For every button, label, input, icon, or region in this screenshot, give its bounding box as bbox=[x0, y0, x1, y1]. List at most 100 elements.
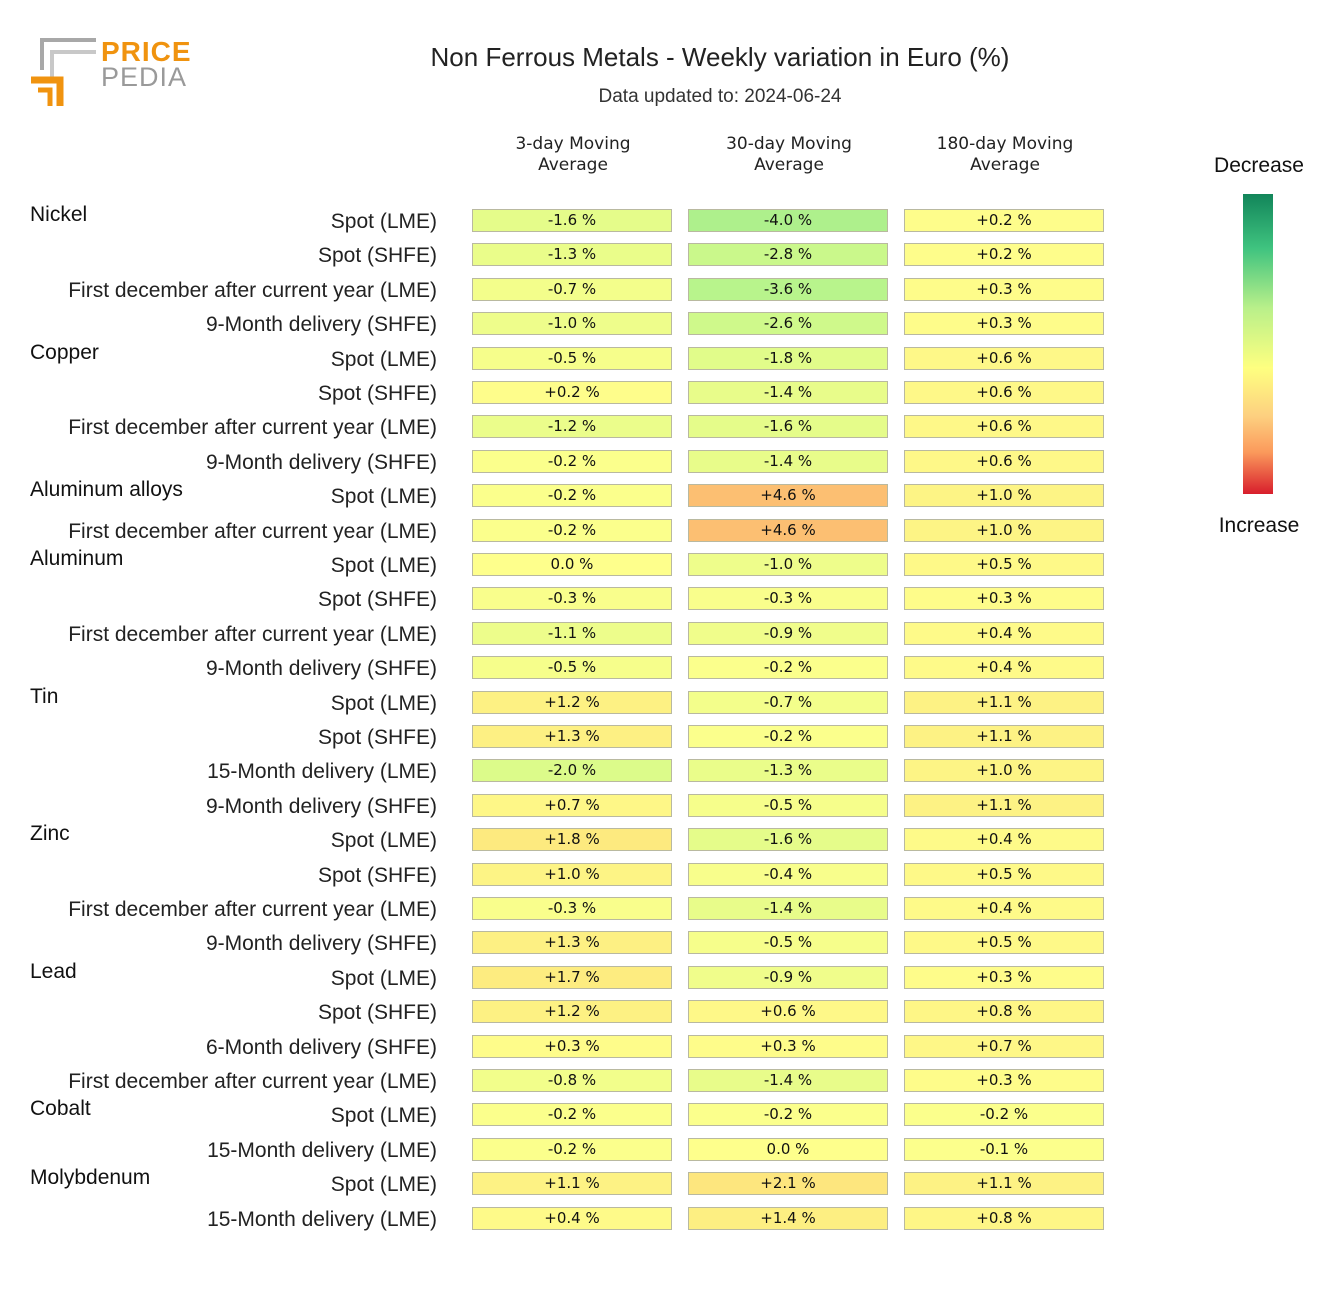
column-header-line: Average bbox=[970, 155, 1040, 175]
heatmap-cell: +1.1 % bbox=[904, 1172, 1104, 1196]
heatmap-cell: -1.4 % bbox=[688, 897, 888, 920]
heatmap-cell: -1.8 % bbox=[688, 346, 888, 370]
heatmap-cell: +0.3 % bbox=[904, 965, 1104, 989]
heatmap-cell: -0.2 % bbox=[472, 484, 672, 508]
heatmap-cell: -1.3 % bbox=[472, 243, 672, 267]
row-label: 15-Month delivery (LME) bbox=[207, 1138, 437, 1162]
heatmap-cell: +1.0 % bbox=[904, 518, 1104, 542]
heatmap-cell: -0.9 % bbox=[688, 965, 888, 989]
logo-line-pedia: PEDIA bbox=[101, 62, 188, 92]
heatmap-cell: +0.8 % bbox=[904, 1000, 1104, 1024]
heatmap-cell: +1.1 % bbox=[472, 1172, 672, 1196]
heatmap-cell: +0.6 % bbox=[904, 346, 1104, 370]
heatmap-cell: +0.5 % bbox=[904, 553, 1104, 576]
heatmap-cell: +4.6 % bbox=[688, 484, 888, 508]
row-label: Spot (LME) bbox=[330, 1173, 437, 1197]
heatmap-cell: -1.4 % bbox=[688, 449, 888, 473]
heatmap-cell: +1.0 % bbox=[472, 862, 672, 886]
heatmap-cell: +1.0 % bbox=[904, 759, 1104, 783]
row-label: Spot (SHFE) bbox=[317, 244, 437, 268]
row-label: Spot (LME) bbox=[330, 347, 437, 371]
heatmap-cell: -0.9 % bbox=[688, 621, 888, 645]
column-header-180day: 180-day Moving Average bbox=[904, 134, 1106, 176]
heatmap-cell: +1.1 % bbox=[904, 725, 1104, 748]
heatmap-cell: -0.2 % bbox=[472, 449, 672, 473]
logo-mark-icon bbox=[31, 38, 96, 106]
heatmap-cell: +1.1 % bbox=[904, 793, 1104, 817]
row-label: Spot (LME) bbox=[330, 829, 437, 853]
heatmap-cell: -0.7 % bbox=[472, 277, 672, 301]
heatmap-cell: +0.4 % bbox=[904, 621, 1104, 645]
group-label: Cobalt bbox=[30, 1097, 91, 1121]
row-label: Spot (LME) bbox=[330, 966, 437, 990]
row-label: 15-Month delivery (LME) bbox=[207, 760, 437, 784]
heatmap-cell: +0.3 % bbox=[904, 277, 1104, 301]
heatmap-cell: +0.4 % bbox=[904, 828, 1104, 852]
legend-color-scale bbox=[1243, 194, 1273, 494]
group-label: Nickel bbox=[30, 203, 88, 226]
row-label: First december after current year (LME) bbox=[68, 898, 437, 921]
heatmap-cell: +0.4 % bbox=[904, 897, 1104, 920]
heatmap-cell: -1.2 % bbox=[472, 415, 672, 439]
heatmap-cell: +4.6 % bbox=[688, 518, 888, 542]
column-header-line: 180-day Moving bbox=[936, 134, 1074, 154]
legend-decrease-label: Decrease bbox=[1214, 154, 1304, 177]
chart-title: Non Ferrous Metals - Weekly variation in… bbox=[430, 42, 1010, 72]
heatmap-cell: +2.1 % bbox=[688, 1172, 888, 1196]
heatmap-cell: +1.3 % bbox=[472, 931, 672, 955]
heatmap-cell: +0.5 % bbox=[904, 862, 1104, 886]
group-label: Copper bbox=[30, 340, 99, 364]
heatmap-cell: +1.8 % bbox=[472, 828, 672, 852]
heatmap-cell: +0.6 % bbox=[904, 381, 1104, 404]
heatmap-cell: +1.2 % bbox=[472, 690, 672, 714]
column-header-line: Average bbox=[754, 155, 824, 175]
heatmap-cell: +0.2 % bbox=[904, 209, 1104, 232]
group-label: Molybdenum bbox=[30, 1166, 151, 1190]
column-header-3day: 3-day Moving Average bbox=[472, 134, 674, 176]
row-label: First december after current year (LME) bbox=[68, 622, 437, 646]
column-header-30day: 30-day Moving Average bbox=[688, 134, 890, 176]
heatmap-cell: 0.0 % bbox=[688, 1137, 888, 1161]
heatmap-cell: -0.2 % bbox=[472, 1137, 672, 1161]
heatmap-cell: +0.3 % bbox=[904, 312, 1104, 336]
row-label: 15-Month delivery (LME) bbox=[207, 1207, 437, 1231]
heatmap-cell: -0.3 % bbox=[472, 587, 672, 611]
row-label: 9-Month delivery (SHFE) bbox=[205, 932, 437, 956]
heatmap-cell: -2.0 % bbox=[472, 759, 672, 783]
heatmap-cell: +0.3 % bbox=[904, 587, 1104, 611]
column-header-line: Average bbox=[538, 155, 608, 175]
heatmap-cell: -1.0 % bbox=[688, 553, 888, 576]
heatmap-cell: -0.5 % bbox=[472, 656, 672, 680]
heatmap-cell: -0.2 % bbox=[472, 518, 672, 542]
heatmap-cell: -4.0 % bbox=[688, 209, 888, 232]
heatmap-cell: +0.3 % bbox=[904, 1069, 1104, 1092]
legend-increase-label: Increase bbox=[1218, 514, 1300, 537]
heatmap-cell: -0.8 % bbox=[472, 1069, 672, 1092]
heatmap-cell: -1.3 % bbox=[688, 759, 888, 783]
heatmap-cell: -0.5 % bbox=[688, 793, 888, 817]
heatmap-cell: +0.3 % bbox=[688, 1034, 888, 1058]
row-label: Spot (LME) bbox=[330, 210, 437, 233]
heatmap-cell: -2.8 % bbox=[688, 243, 888, 267]
heatmap-cell: +0.4 % bbox=[472, 1206, 672, 1230]
row-label: Spot (SHFE) bbox=[317, 863, 437, 887]
heatmap-cell: +1.3 % bbox=[472, 725, 672, 748]
heatmap-cell: -0.1 % bbox=[904, 1137, 1104, 1161]
heatmap-cell: +1.1 % bbox=[904, 690, 1104, 714]
pricepedia-logo: PRICE PEDIA bbox=[30, 38, 191, 110]
row-label: Spot (LME) bbox=[330, 1104, 437, 1128]
row-label: Spot (LME) bbox=[330, 554, 437, 577]
heatmap-cell: -2.6 % bbox=[688, 312, 888, 336]
heatmap-cell: +0.3 % bbox=[472, 1034, 672, 1058]
column-header-line: 30-day Moving bbox=[726, 134, 852, 154]
heatmap-cell: -1.6 % bbox=[688, 415, 888, 439]
heatmap-cell: -0.3 % bbox=[472, 897, 672, 920]
heatmap-cell: +1.2 % bbox=[472, 1000, 672, 1024]
heatmap-cell: +1.0 % bbox=[904, 484, 1104, 508]
heatmap-cell: -0.2 % bbox=[904, 1103, 1104, 1127]
chart-subtitle: Data updated to: 2024-06-24 bbox=[598, 86, 842, 107]
row-label: Spot (SHFE) bbox=[317, 588, 437, 612]
column-header-line: 3-day Moving bbox=[515, 134, 631, 154]
row-label: Spot (SHFE) bbox=[317, 382, 437, 405]
heatmap-cell: +0.5 % bbox=[904, 931, 1104, 955]
